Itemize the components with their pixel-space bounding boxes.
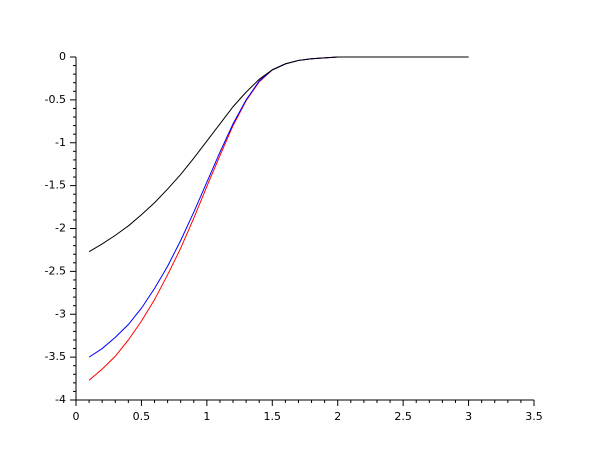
x-tick-label: 2 [334,410,341,423]
y-tick-label: -3 [55,307,66,320]
x-tick-label: 0.5 [133,410,151,423]
y-tick-label: 0 [59,50,66,63]
y-tick-label: -2.5 [45,264,66,277]
y-tick-label: -2 [55,222,66,235]
line-series [88,56,469,381]
line-series [88,56,469,358]
x-tick-label: 3 [465,410,472,423]
y-tick-label: -3.5 [45,350,66,363]
y-tick-label: -4 [55,393,66,406]
y-tick-label: -0.5 [45,93,66,106]
y-tick-label: -1 [55,136,66,149]
x-tick-label: 0 [73,410,80,423]
x-tick-label: 1.5 [264,410,282,423]
line-series [88,56,469,253]
x-tick-label: 3.5 [525,410,543,423]
x-tick-label: 2.5 [394,410,412,423]
x-tick-label: 1 [203,410,210,423]
y-tick-label: -1.5 [45,179,66,192]
